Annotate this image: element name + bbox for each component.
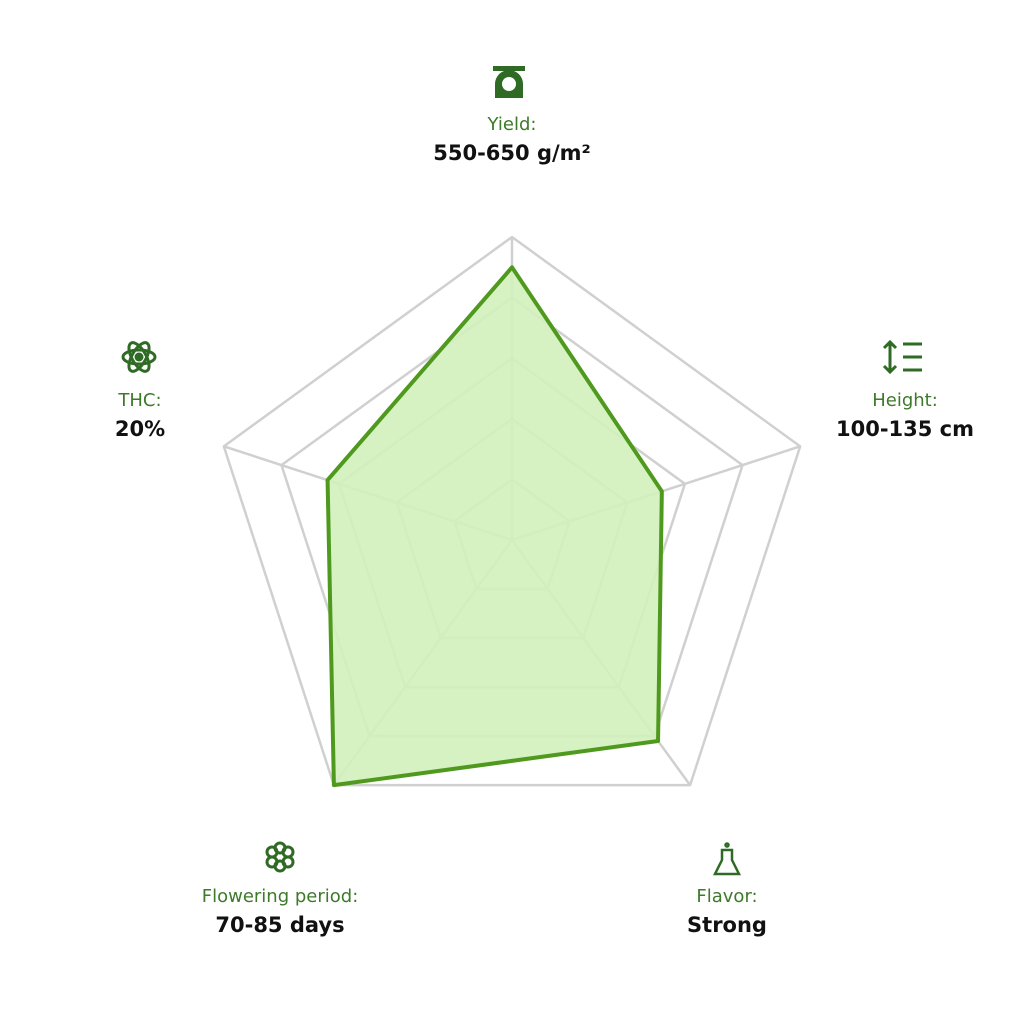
axis-value: 20% — [115, 417, 165, 441]
axis-value: 100-135 cm — [836, 417, 974, 441]
axis-value: 550-650 g/m² — [433, 141, 590, 165]
axis-label: Flowering period: — [202, 886, 359, 907]
axis-value: 70-85 days — [215, 913, 344, 937]
axis-value: Strong — [687, 913, 767, 937]
axis-label: Flavor: — [696, 886, 757, 907]
flowering-icon — [265, 841, 295, 873]
flavor-icon — [712, 842, 742, 876]
yield-icon — [493, 66, 525, 98]
axis-label: Yield: — [487, 114, 537, 135]
height-icon — [882, 339, 922, 375]
radar-area — [325, 265, 664, 788]
thc-icon — [121, 341, 157, 373]
axis-label: THC: — [117, 390, 161, 411]
axis-label: Height: — [872, 390, 938, 411]
grid-ring — [222, 235, 802, 787]
icons — [121, 66, 922, 876]
